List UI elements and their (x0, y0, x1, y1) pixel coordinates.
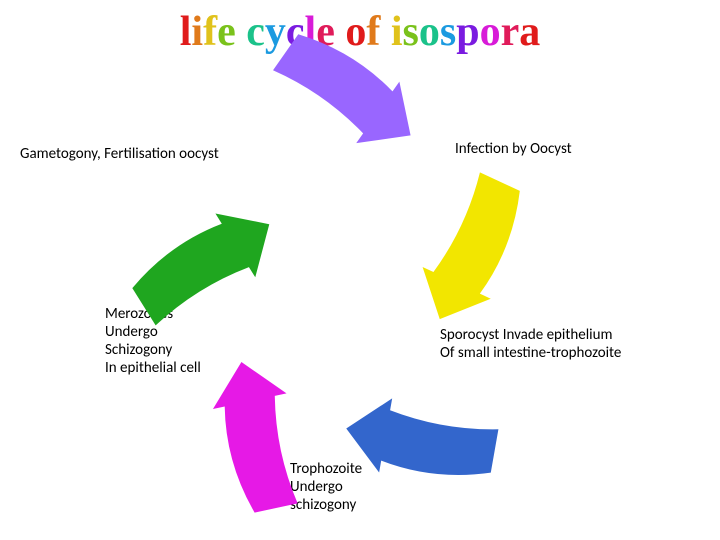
label-infection: Infection by Oocyst (455, 140, 572, 158)
label-gametogony: Gametogony, Fertilisation oocyst (20, 145, 219, 163)
arrow-4-magenta (181, 311, 333, 524)
